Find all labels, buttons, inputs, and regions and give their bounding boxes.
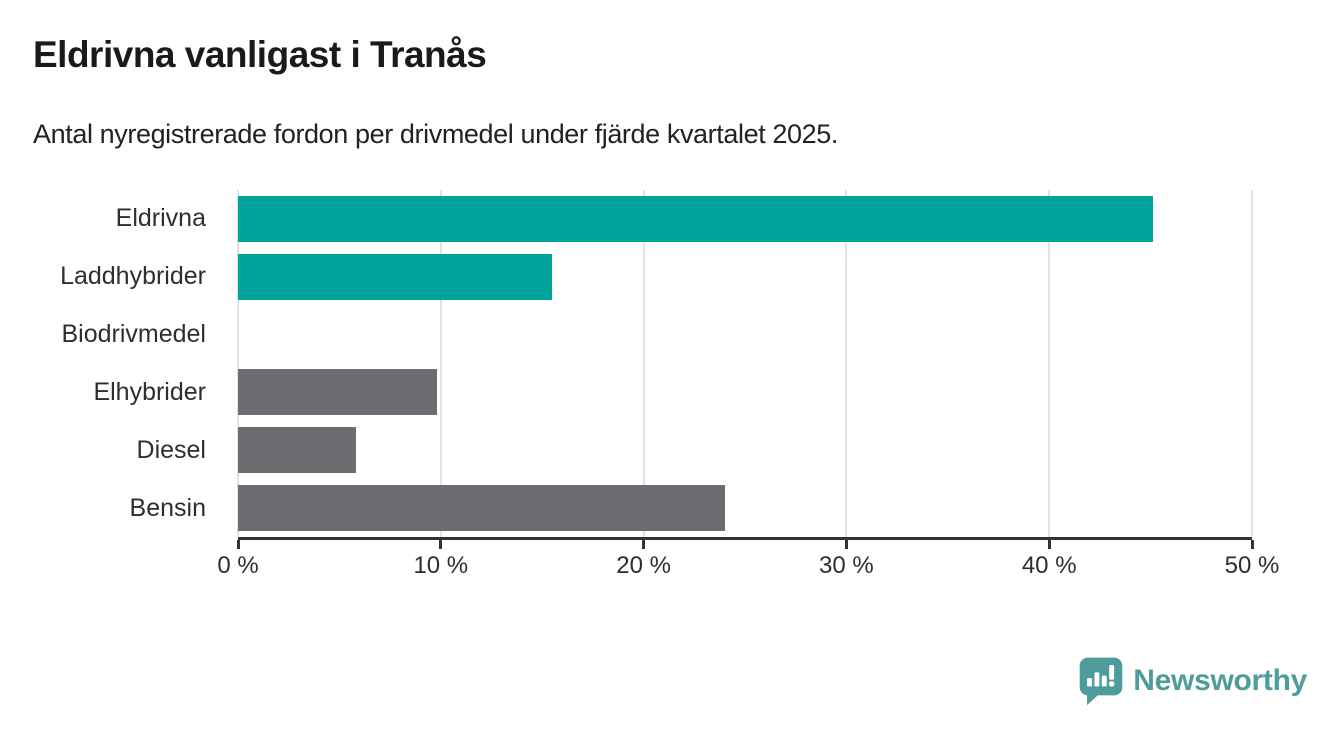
gridline <box>845 190 848 537</box>
category-label: Elhybrider <box>93 377 206 406</box>
brand-name: Newsworthy <box>1133 664 1307 697</box>
tick-label: 50 % <box>1224 552 1280 579</box>
bar-eldrivna <box>238 195 1153 242</box>
category-axis-labels: Eldrivna Laddhybrider Biodrivmedel Elhybrid… <box>0 190 222 537</box>
x-axis-line <box>238 537 1252 540</box>
tick-mark <box>439 540 443 549</box>
bar-row <box>238 479 1252 537</box>
category-label: Bensin <box>129 493 206 522</box>
category-label: Eldrivna <box>115 204 206 233</box>
plot-area <box>237 190 1253 537</box>
category-label: Biodrivmedel <box>61 320 206 349</box>
gridline <box>439 190 442 537</box>
bar-row <box>238 421 1252 479</box>
tick-mark <box>1250 540 1254 549</box>
tick-label: 0 % <box>217 552 259 579</box>
bar-diesel <box>238 427 356 474</box>
bar-row <box>238 190 1252 248</box>
bar-elhybrider <box>238 369 437 416</box>
tick-label: 20 % <box>616 552 671 579</box>
tick-label: 30 % <box>819 552 874 579</box>
category-label: Laddhybrider <box>60 262 206 291</box>
tick-mark <box>236 540 240 549</box>
tick-label: 40 % <box>1021 552 1077 579</box>
bar-row <box>238 364 1252 422</box>
tick-label: 10 % <box>413 552 469 579</box>
gridline <box>1251 190 1253 537</box>
bar-row <box>238 306 1252 364</box>
x-axis-ticks: 0 % 10 % 20 % 30 % 40 % 50 % <box>217 540 1279 580</box>
newsworthy-speech-bubble-bar-chart-icon <box>1078 656 1124 706</box>
tick-mark <box>642 540 646 549</box>
tick-mark <box>1047 540 1051 549</box>
gridline <box>642 190 645 537</box>
chart-title: Eldrivna vanligast i Tranås <box>33 34 487 75</box>
branding: Newsworthy <box>1078 656 1307 706</box>
bar-laddhybrider <box>238 253 553 300</box>
bar-row <box>238 248 1252 306</box>
category-label: Diesel <box>136 435 206 464</box>
gridline <box>1048 190 1051 537</box>
tick-mark <box>844 540 848 549</box>
bar-bensin <box>238 485 725 532</box>
gridline <box>237 190 239 537</box>
chart-subtitle: Antal nyregistrerade fordon per drivmede… <box>33 119 838 149</box>
